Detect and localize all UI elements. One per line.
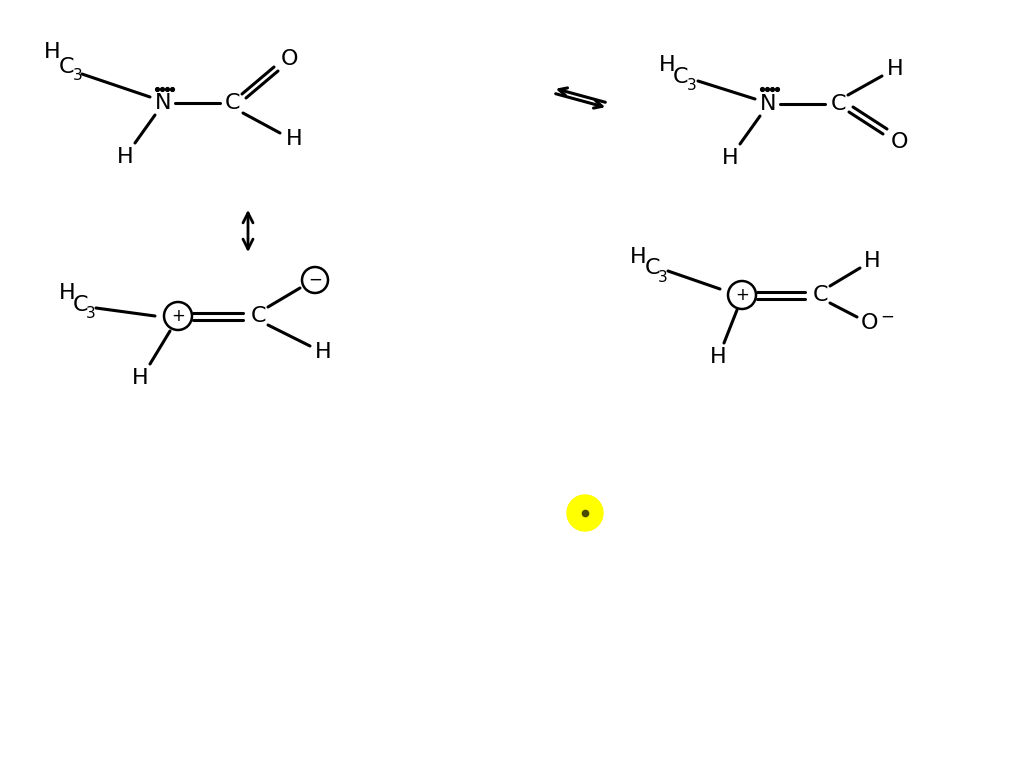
Text: 3: 3 — [687, 78, 697, 92]
Text: C: C — [812, 285, 827, 305]
Text: H: H — [630, 247, 646, 267]
Text: +: + — [735, 286, 749, 304]
Text: C: C — [673, 67, 689, 87]
Text: H: H — [710, 347, 726, 367]
Circle shape — [567, 495, 603, 531]
Text: O: O — [891, 132, 908, 152]
Text: C: C — [250, 306, 266, 326]
Text: C: C — [644, 258, 659, 278]
Text: C: C — [830, 94, 846, 114]
Text: 3: 3 — [86, 306, 96, 322]
Text: H: H — [132, 368, 148, 388]
Text: C: C — [224, 93, 240, 113]
Text: −: − — [880, 308, 894, 326]
Text: −: − — [308, 271, 322, 289]
Text: H: H — [863, 251, 881, 271]
Text: H: H — [286, 129, 302, 149]
Text: 3: 3 — [73, 68, 83, 84]
Text: H: H — [658, 55, 675, 75]
Text: H: H — [58, 283, 76, 303]
Text: C: C — [58, 57, 74, 77]
Text: C: C — [73, 295, 88, 315]
Text: 3: 3 — [658, 270, 668, 284]
Text: O: O — [282, 49, 299, 69]
Text: H: H — [722, 148, 738, 168]
Text: N: N — [760, 94, 776, 114]
Text: H: H — [887, 59, 903, 79]
Text: +: + — [171, 307, 185, 325]
Text: O: O — [861, 313, 879, 333]
Text: H: H — [314, 342, 332, 362]
Text: N: N — [155, 93, 171, 113]
Text: H: H — [44, 42, 60, 62]
Text: H: H — [117, 147, 133, 167]
